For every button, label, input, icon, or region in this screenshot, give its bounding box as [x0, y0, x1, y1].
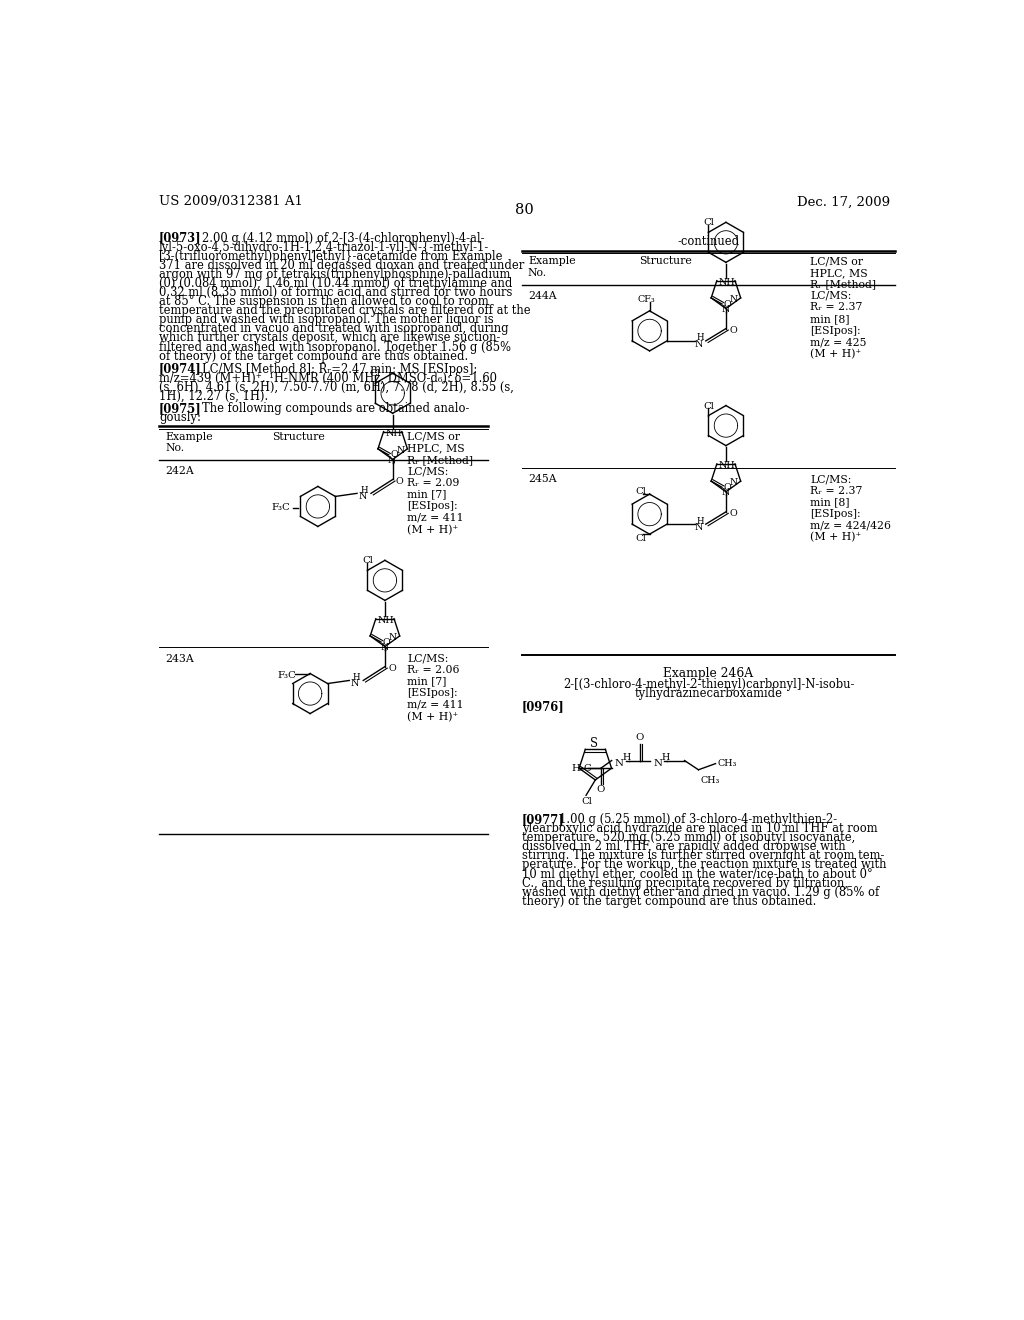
Text: 371 are dissolved in 20 ml degassed dioxan and treated under: 371 are dissolved in 20 ml degassed diox…: [159, 259, 524, 272]
Text: LC/MS:
Rᵣ = 2.37
min [8]
[ESIpos]:
m/z = 424/426
(M + H)⁺: LC/MS: Rᵣ = 2.37 min [8] [ESIpos]: m/z =…: [810, 474, 891, 543]
Text: CH₃: CH₃: [700, 776, 720, 785]
Text: 242A: 242A: [165, 466, 194, 477]
Text: NH: NH: [719, 277, 735, 286]
Text: at 85° C. The suspension is then allowed to cool to room: at 85° C. The suspension is then allowed…: [159, 296, 488, 308]
Text: O: O: [388, 664, 395, 673]
Text: of theory) of the target compound are thus obtained.: of theory) of the target compound are th…: [159, 350, 468, 363]
Text: m/z=439 (M+H)⁺. ¹H-NMR (400 MHz, DMSO-d₆): δ=1.60: m/z=439 (M+H)⁺. ¹H-NMR (400 MHz, DMSO-d₆…: [159, 372, 497, 384]
Text: Example
No.: Example No.: [528, 256, 575, 277]
Text: Dec. 17, 2009: Dec. 17, 2009: [798, 195, 891, 209]
Text: [0976]: [0976]: [521, 700, 564, 713]
Text: (0) (0.084 mmol), 1.46 ml (10.44 mmol) of triethylamine and: (0) (0.084 mmol), 1.46 ml (10.44 mmol) o…: [159, 277, 512, 290]
Text: Cl: Cl: [370, 370, 381, 379]
Text: N: N: [388, 455, 396, 465]
Text: N: N: [730, 478, 738, 487]
Text: 2-[(3-chloro-4-methyl-2-thienyl)carbonyl]-N-isobu-: 2-[(3-chloro-4-methyl-2-thienyl)carbonyl…: [563, 678, 854, 690]
Text: H₃C: H₃C: [571, 764, 592, 772]
Text: which further crystals deposit, which are likewise suction-: which further crystals deposit, which ar…: [159, 331, 501, 345]
Text: 0.32 ml (8.35 mmol) of formic acid and stirred for two hours: 0.32 ml (8.35 mmol) of formic acid and s…: [159, 286, 512, 300]
Text: O: O: [724, 300, 731, 309]
Text: Structure: Structure: [272, 432, 325, 442]
Text: N: N: [351, 678, 359, 688]
Text: 80: 80: [515, 203, 535, 216]
Text: H: H: [696, 516, 705, 525]
Text: O: O: [729, 326, 737, 334]
Text: O: O: [395, 477, 403, 486]
Text: C., and the resulting precipitate recovered by filtration,: C., and the resulting precipitate recove…: [521, 876, 848, 890]
Text: N: N: [695, 341, 703, 350]
Text: 2.00 g (4.12 mmol) of 2-[3-(4-chlorophenyl)-4-al-: 2.00 g (4.12 mmol) of 2-[3-(4-chlorophen…: [202, 231, 484, 244]
Text: N: N: [380, 643, 389, 652]
Text: F₃C: F₃C: [278, 671, 296, 680]
Text: Cl: Cl: [582, 797, 592, 807]
Text: Example 246A: Example 246A: [664, 668, 754, 680]
Text: Example
No.: Example No.: [165, 432, 213, 453]
Text: 243A: 243A: [165, 653, 194, 664]
Text: lyl-5-oxo-4,5-dihydro-1H-1,2,4-triazol-1-yl]-N-{-methyl-1-: lyl-5-oxo-4,5-dihydro-1H-1,2,4-triazol-1…: [159, 240, 489, 253]
Text: (s, 6H), 4.61 (s, 2H), 7.50-7.70 (m, 6H), 7.78 (d, 2H), 8.55 (s,: (s, 6H), 4.61 (s, 2H), 7.50-7.70 (m, 6H)…: [159, 380, 514, 393]
Text: stirring. The mixture is further stirred overnight at room tem-: stirring. The mixture is further stirred…: [521, 849, 884, 862]
Text: LC/MS:
Rᵣ = 2.06
min [7]
[ESIpos]:
m/z = 411
(M + H)⁺: LC/MS: Rᵣ = 2.06 min [7] [ESIpos]: m/z =…: [407, 653, 464, 722]
Text: Cl: Cl: [636, 535, 646, 544]
Text: theory) of the target compound are thus obtained.: theory) of the target compound are thus …: [521, 895, 816, 908]
Text: F₃C: F₃C: [271, 503, 290, 512]
Text: H: H: [623, 752, 631, 762]
Text: -continued: -continued: [678, 235, 739, 248]
Text: O: O: [597, 785, 605, 795]
Text: 245A: 245A: [528, 474, 556, 484]
Text: O: O: [383, 638, 390, 647]
Text: O: O: [724, 483, 731, 492]
Text: [0975]: [0975]: [159, 403, 202, 414]
Text: N: N: [721, 488, 730, 498]
Text: [3-(trifluoromethyl)phenyl]ethyl}-acetamide from Example: [3-(trifluoromethyl)phenyl]ethyl}-acetam…: [159, 249, 503, 263]
Text: O: O: [729, 510, 737, 517]
Text: N: N: [730, 294, 738, 304]
Text: temperature. 520 mg (5.25 mmol) of isobutyl isocyanate,: temperature. 520 mg (5.25 mmol) of isobu…: [521, 832, 855, 845]
Text: CH₃: CH₃: [717, 759, 736, 768]
Text: ylearboxylic acid hydrazide are placed in 10 ml THF at room: ylearboxylic acid hydrazide are placed i…: [521, 822, 878, 836]
Text: N: N: [389, 634, 397, 642]
Text: O: O: [635, 733, 644, 742]
Text: Cl: Cl: [703, 401, 714, 411]
Text: N: N: [695, 524, 703, 532]
Text: Cl: Cl: [636, 487, 646, 495]
Text: N: N: [653, 759, 663, 768]
Text: perature. For the workup, the reaction mixture is treated with: perature. For the workup, the reaction m…: [521, 858, 886, 871]
Text: The following compounds are obtained analo-: The following compounds are obtained ana…: [202, 403, 469, 414]
Text: gously:: gously:: [159, 411, 201, 424]
Text: H: H: [352, 673, 360, 682]
Text: N: N: [614, 759, 624, 768]
Text: [0973]: [0973]: [159, 231, 202, 244]
Text: Cl: Cl: [362, 557, 373, 565]
Text: H: H: [360, 486, 368, 495]
Text: H: H: [662, 752, 670, 762]
Text: Structure: Structure: [639, 256, 691, 267]
Text: CF₃: CF₃: [638, 296, 655, 305]
Text: tylhydrazinecarboxamide: tylhydrazinecarboxamide: [635, 688, 782, 700]
Text: 1H), 12.27 (s, 1H).: 1H), 12.27 (s, 1H).: [159, 389, 268, 403]
Text: H: H: [696, 334, 705, 342]
Text: NH: NH: [378, 615, 394, 624]
Text: LC/MS or
HPLC, MS
Rᵣ [Method]: LC/MS or HPLC, MS Rᵣ [Method]: [810, 256, 876, 289]
Text: N: N: [358, 492, 367, 500]
Text: 1.00 g (5.25 mmol) of 3-chloro-4-methylthien-2-: 1.00 g (5.25 mmol) of 3-chloro-4-methylt…: [559, 813, 837, 826]
Text: NH: NH: [385, 429, 401, 438]
Text: LC/MS [Method 8]: Rᵣ=2.47 min; MS [ESIpos]:: LC/MS [Method 8]: Rᵣ=2.47 min; MS [ESIpo…: [202, 363, 477, 376]
Text: pump and washed with isopropanol. The mother liquor is: pump and washed with isopropanol. The mo…: [159, 313, 494, 326]
Text: N: N: [721, 305, 730, 314]
Text: LC/MS:
Rᵣ = 2.09
min [7]
[ESIpos]:
m/z = 411
(M + H)⁺: LC/MS: Rᵣ = 2.09 min [7] [ESIpos]: m/z =…: [407, 466, 464, 535]
Text: temperature and the precipitated crystals are filtered off at the: temperature and the precipitated crystal…: [159, 304, 530, 317]
Text: washed with diethyl ether and dried in vacuo. 1.29 g (85% of: washed with diethyl ether and dried in v…: [521, 886, 879, 899]
Text: O: O: [390, 450, 398, 459]
Text: Cl: Cl: [703, 218, 714, 227]
Text: [0977]: [0977]: [521, 813, 564, 826]
Text: dissolved in 2 ml THF, are rapidly added dropwise with: dissolved in 2 ml THF, are rapidly added…: [521, 841, 846, 853]
Text: [0974]: [0974]: [159, 363, 202, 376]
Text: LC/MS:
Rᵣ = 2.37
min [8]
[ESIpos]:
m/z = 425
(M + H)⁺: LC/MS: Rᵣ = 2.37 min [8] [ESIpos]: m/z =…: [810, 290, 866, 359]
Text: LC/MS or
HPLC, MS
Rᵣ [Method]: LC/MS or HPLC, MS Rᵣ [Method]: [407, 432, 473, 465]
Text: filtered and washed with isopropanol. Together 1.56 g (85%: filtered and washed with isopropanol. To…: [159, 341, 511, 354]
Text: 244A: 244A: [528, 290, 556, 301]
Text: concentrated in vacuo and treated with isopropanol, during: concentrated in vacuo and treated with i…: [159, 322, 509, 335]
Text: N: N: [396, 446, 404, 455]
Text: US 2009/0312381 A1: US 2009/0312381 A1: [159, 195, 303, 209]
